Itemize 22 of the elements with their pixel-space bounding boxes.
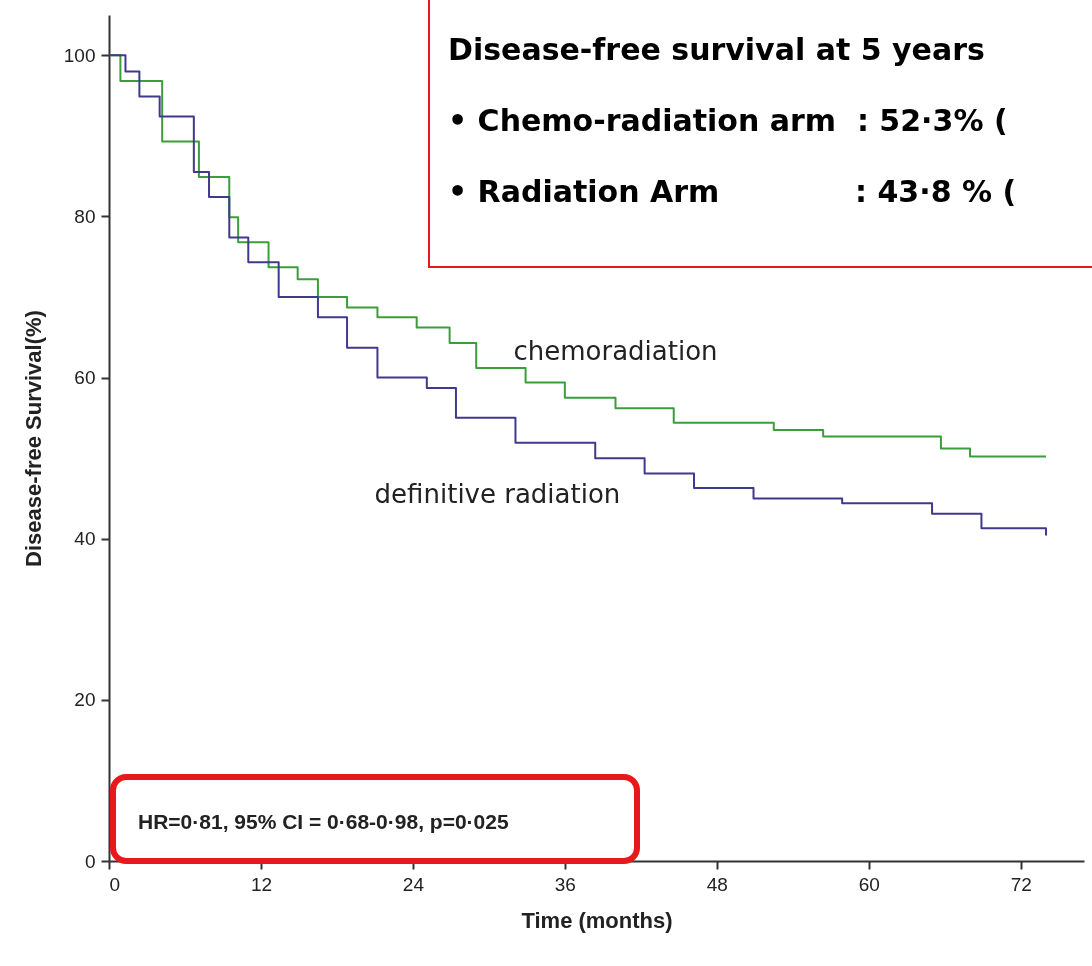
y-tick-label: 100 (63, 44, 96, 66)
y-axis-title: Disease-free Survival(%) (20, 310, 46, 567)
y-tick-label: 0 (84, 850, 96, 872)
annotation: Disease-free survival at 5 years (448, 32, 986, 69)
x-tick-label: 0 (109, 873, 121, 895)
annotation: • Radiation Arm : 43·8 % ( (448, 174, 1018, 211)
y-tick-label: 80 (74, 205, 96, 227)
x-tick-label: 12 (250, 873, 273, 895)
series-label: chemoradiation (513, 336, 718, 367)
x-tick-label: 48 (706, 873, 728, 895)
text-box: Disease-free survival at 5 years • Chemo-radiation arm : 52·3% ( • Radiation Arm : 43·8 % ( (428, 0, 1092, 268)
x-tick-label: 72 (1010, 873, 1032, 895)
x-axis-title: Time (months) (521, 907, 673, 933)
y-tick-label: 60 (74, 367, 96, 389)
annotation: • Chemo-radiation arm : 52·3% ( (448, 103, 1009, 140)
text-box: HR=0·81, 95% CI = 0·68-0·98, p=0·025 (110, 774, 640, 864)
y-tick-label: 40 (74, 528, 96, 550)
x-tick-label: 36 (554, 873, 576, 895)
y-tick-label: 20 (74, 689, 96, 711)
series-label: definitive radiation (374, 478, 621, 509)
x-tick-label: 60 (858, 873, 880, 895)
x-tick-label: 24 (402, 873, 425, 895)
